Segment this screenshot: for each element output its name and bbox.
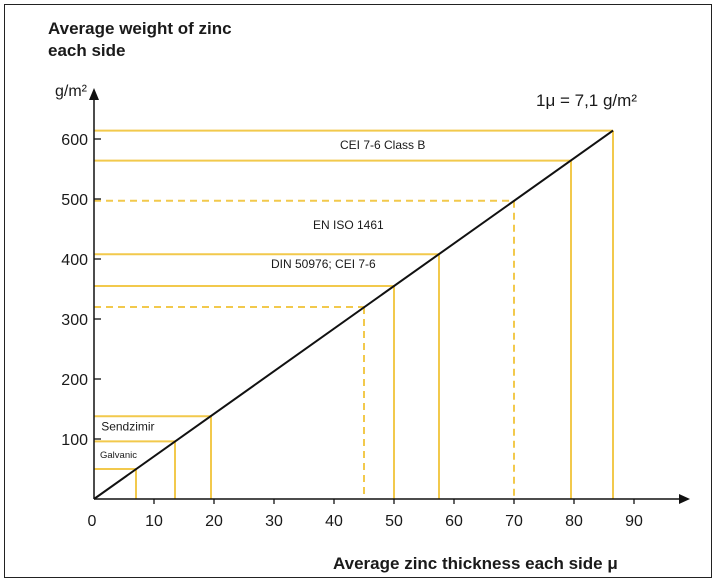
annotation-0: CEI 7-6 Class B — [340, 138, 425, 152]
x-tick-label-20: 20 — [205, 513, 223, 530]
annotation-4: Galvanic — [100, 450, 137, 461]
x-axis-arrow — [679, 494, 690, 504]
x-tick-label-60: 60 — [445, 513, 463, 530]
y-tick-label-100: 100 — [61, 432, 88, 449]
x-axis-label: Average zinc thickness each side μ — [333, 554, 618, 573]
x-tick-label-90: 90 — [625, 513, 643, 530]
x-tick-label-30: 30 — [265, 513, 283, 530]
x-tick-label-70: 70 — [505, 513, 523, 530]
annotation-1: EN ISO 1461 — [313, 218, 384, 232]
y-tick-label-300: 300 — [61, 312, 88, 329]
series — [93, 129, 614, 500]
y-tick-label-500: 500 — [61, 192, 88, 209]
chart-frame — [4, 4, 712, 578]
x-tick-label-80: 80 — [565, 513, 583, 530]
y-tick-label-200: 200 — [61, 372, 88, 389]
x-tick-label-10: 10 — [145, 513, 163, 530]
conversion-note: 1μ = 7,1 g/m² — [536, 91, 637, 110]
x-tick-label-40: 40 — [325, 513, 343, 530]
conversion-line-0 — [93, 129, 614, 500]
annotation-2: DIN 50976; CEI 7-6 — [271, 257, 376, 271]
y-axis-label: g/m² — [55, 83, 88, 100]
axes — [89, 88, 690, 504]
reference-lines — [94, 129, 614, 499]
x-tick-label-0: 0 — [88, 513, 97, 530]
y-axis-arrow — [89, 88, 99, 100]
chart-title-line-2: each side — [48, 41, 126, 60]
annotation-3: Sendzimir — [101, 420, 154, 434]
chart-title-line-1: Average weight of zinc — [48, 19, 232, 38]
y-tick-label-400: 400 — [61, 252, 88, 269]
y-tick-label-600: 600 — [61, 132, 88, 149]
annotations: CEI 7-6 Class B EN ISO 1461 DIN 50976; CEI… — [100, 138, 425, 461]
ticks: 100 200 300 400 500 600 0 10 20 30 40 50 60 70 80 90 — [61, 132, 643, 530]
x-tick-label-50: 50 — [385, 513, 403, 530]
